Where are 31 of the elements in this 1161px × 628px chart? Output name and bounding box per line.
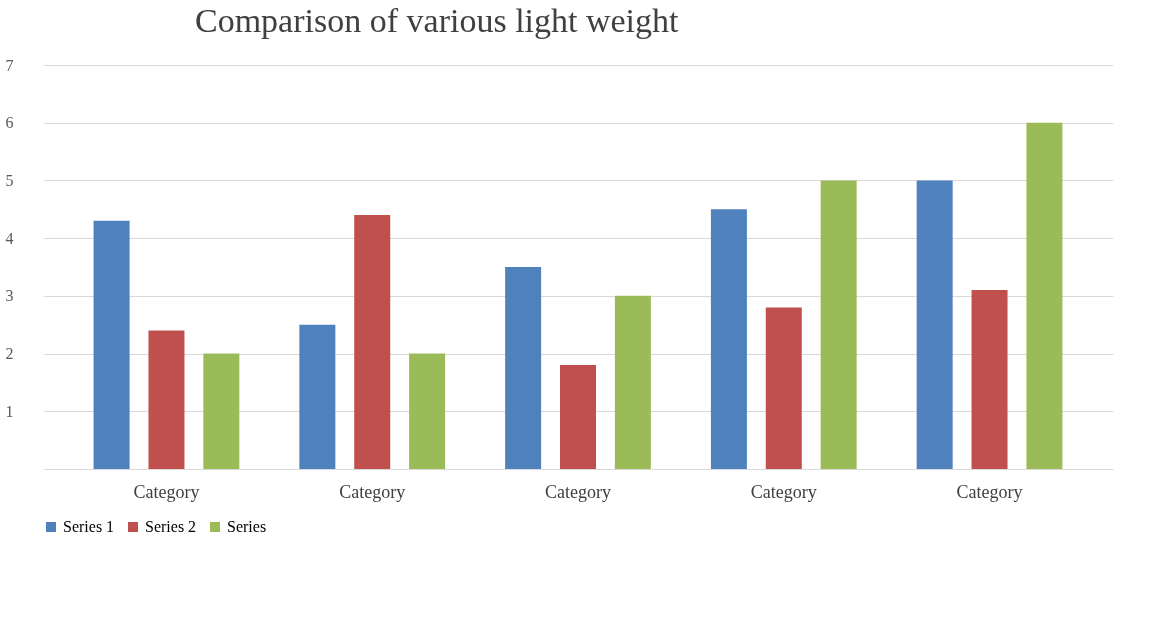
x-tick-label: Category — [750, 481, 817, 502]
x-tick-label: Category — [545, 481, 611, 502]
y-tick-label: 6 — [5, 114, 14, 132]
bar — [409, 353, 446, 469]
y-tick-label: 7 — [5, 56, 14, 74]
x-tick-label: Category — [339, 481, 406, 502]
bar — [820, 180, 857, 469]
bar — [93, 220, 130, 469]
y-tick-label: 1 — [5, 402, 14, 420]
bar — [560, 365, 596, 469]
bar — [765, 307, 802, 469]
bar — [916, 180, 953, 469]
y-tick-label: 2 — [5, 345, 14, 363]
y-tick-label: 4 — [5, 229, 14, 247]
bar — [354, 215, 391, 469]
legend-label: Series 2 — [145, 518, 197, 535]
y-tick-label: 3 — [5, 287, 14, 305]
bar — [505, 267, 542, 469]
x-tick-label: Category — [956, 481, 1023, 502]
y-tick-label: 5 — [5, 171, 14, 189]
bar — [614, 295, 651, 469]
legend-label: Series 1 — [63, 518, 115, 535]
bar — [1026, 122, 1063, 469]
legend-label: Series — [227, 518, 267, 535]
bar — [299, 324, 336, 469]
bar — [203, 353, 240, 469]
x-tick-label: Category — [133, 481, 200, 502]
bar — [710, 209, 747, 469]
bar — [971, 290, 1008, 469]
chart-title: Comparison of various light weight — [195, 2, 680, 39]
bar — [148, 330, 185, 469]
